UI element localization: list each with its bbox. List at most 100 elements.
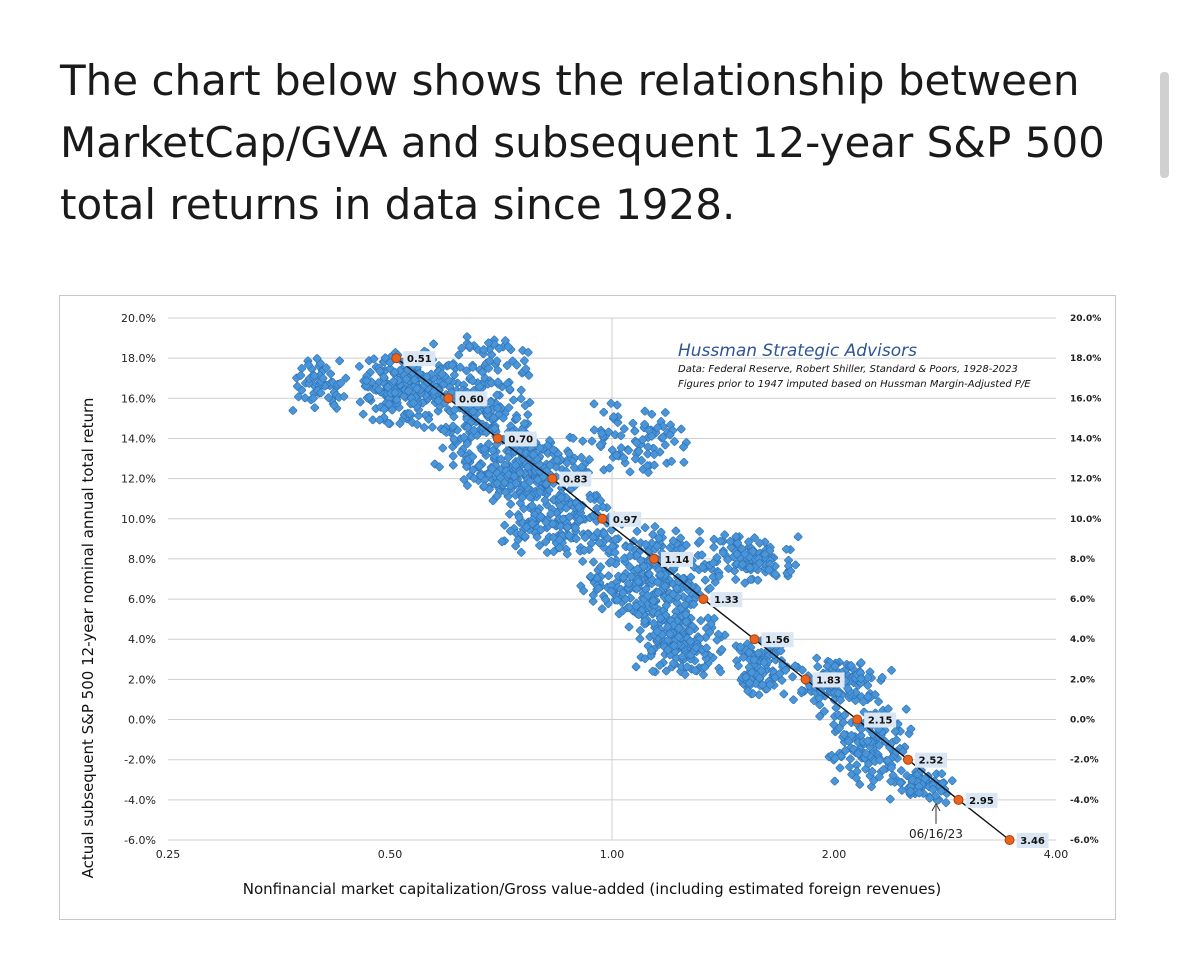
scatter-point [662, 601, 671, 610]
scatter-point [716, 536, 725, 546]
scatter-point [665, 430, 675, 440]
scrollbar-thumb[interactable] [1160, 72, 1169, 178]
scatter-point [937, 769, 947, 779]
scatter-point [625, 551, 635, 561]
scatter-point [487, 378, 496, 388]
scatter-point [648, 596, 658, 606]
y-tick-label: 2.0% [128, 673, 156, 686]
scatter-point [424, 414, 434, 424]
scatter-point [448, 451, 458, 461]
scatter-point [392, 395, 402, 405]
scatter-point [680, 670, 690, 679]
scatter-point [505, 509, 514, 519]
y-tick-label: 20.0% [121, 312, 156, 325]
scatter-point [532, 532, 542, 542]
scatter-point [607, 587, 616, 596]
scatter-point [789, 695, 798, 705]
scatter-point [654, 533, 664, 543]
scatter-point [845, 762, 854, 772]
y-tick-label: 4.0% [128, 633, 156, 646]
scatter-point [428, 422, 437, 432]
y-tick-label: 6.0% [128, 593, 156, 606]
scatter-point [588, 590, 598, 600]
scatter-point [468, 407, 478, 416]
scatter-point [462, 462, 471, 472]
y-tick-label: -2.0% [124, 754, 156, 767]
scatter-point [478, 367, 487, 377]
scatter-point [588, 596, 598, 606]
scatter-point [786, 566, 796, 576]
scatter-point [606, 399, 616, 408]
scatter-point [887, 665, 896, 675]
scatter-point [618, 588, 628, 598]
scatter-point [476, 471, 486, 480]
scatter-point [579, 586, 588, 596]
scatter-point [702, 643, 711, 653]
scatter-point [681, 540, 691, 550]
scatter-point [355, 397, 365, 407]
scatter-point [660, 440, 670, 450]
y-tick-label-right: 20.0% [1070, 314, 1101, 324]
fit-point [492, 433, 503, 444]
scatter-point [549, 547, 558, 556]
scatter-point [680, 600, 690, 609]
scatter-point [479, 481, 489, 491]
scatter-point [674, 623, 684, 633]
scatter-point [578, 436, 588, 446]
scatter-point [490, 424, 499, 433]
scatter-point [312, 354, 322, 363]
scatter-point [435, 462, 444, 472]
scatter-point [793, 532, 803, 542]
scatter-point [609, 412, 619, 422]
scatter-points [288, 332, 957, 807]
scatter-point [341, 373, 351, 383]
scatter-point [439, 426, 449, 435]
scatter-point [726, 543, 736, 552]
scatter-point [639, 562, 649, 571]
scatter-point [504, 403, 514, 412]
data-label: 0.70 [508, 434, 533, 445]
scatter-point [616, 443, 626, 453]
scatter-point [556, 493, 566, 502]
scatter-point [492, 356, 502, 366]
scatter-point [643, 449, 653, 459]
scatter-point [509, 471, 519, 481]
data-label: 1.14 [665, 555, 690, 566]
fit-point [1004, 835, 1015, 845]
scatter-point [574, 502, 584, 512]
scatter-point [501, 487, 510, 497]
scatter-point [505, 384, 515, 394]
scatter-point [521, 364, 531, 374]
scatter-point [674, 577, 683, 587]
scatter-point [788, 672, 797, 682]
scatter-point [568, 434, 578, 443]
data-label: 2.95 [969, 796, 994, 807]
scatter-point [700, 575, 710, 585]
scatter-point [672, 598, 682, 608]
scatter-point [485, 344, 494, 354]
scatter-point [414, 411, 423, 420]
scatter-point [395, 419, 405, 428]
scatter-point [604, 427, 613, 437]
scatter-point [463, 481, 472, 490]
scatter-point [619, 424, 629, 434]
scatter-point [462, 439, 472, 448]
scatter-point [309, 394, 318, 403]
scatter-point [633, 577, 643, 587]
scatter-point [475, 382, 484, 391]
scatter-point [520, 419, 529, 428]
scatter-point [708, 572, 718, 582]
scatter-point [755, 558, 765, 568]
scatter-point [555, 543, 564, 553]
scatter-point [596, 562, 605, 572]
scatter-point [596, 496, 605, 506]
scatter-point [689, 599, 699, 609]
scatter-point [515, 447, 525, 457]
scatter-point [665, 629, 675, 639]
scatter-point [731, 575, 740, 584]
y-tick-label-right: 2.0% [1070, 675, 1095, 685]
scatter-point [709, 542, 719, 552]
scatter-point [696, 616, 706, 625]
scatter-point [541, 517, 551, 527]
heading-line-2: MarketCap/GVA and subsequent 12-year S&P… [60, 118, 1105, 167]
